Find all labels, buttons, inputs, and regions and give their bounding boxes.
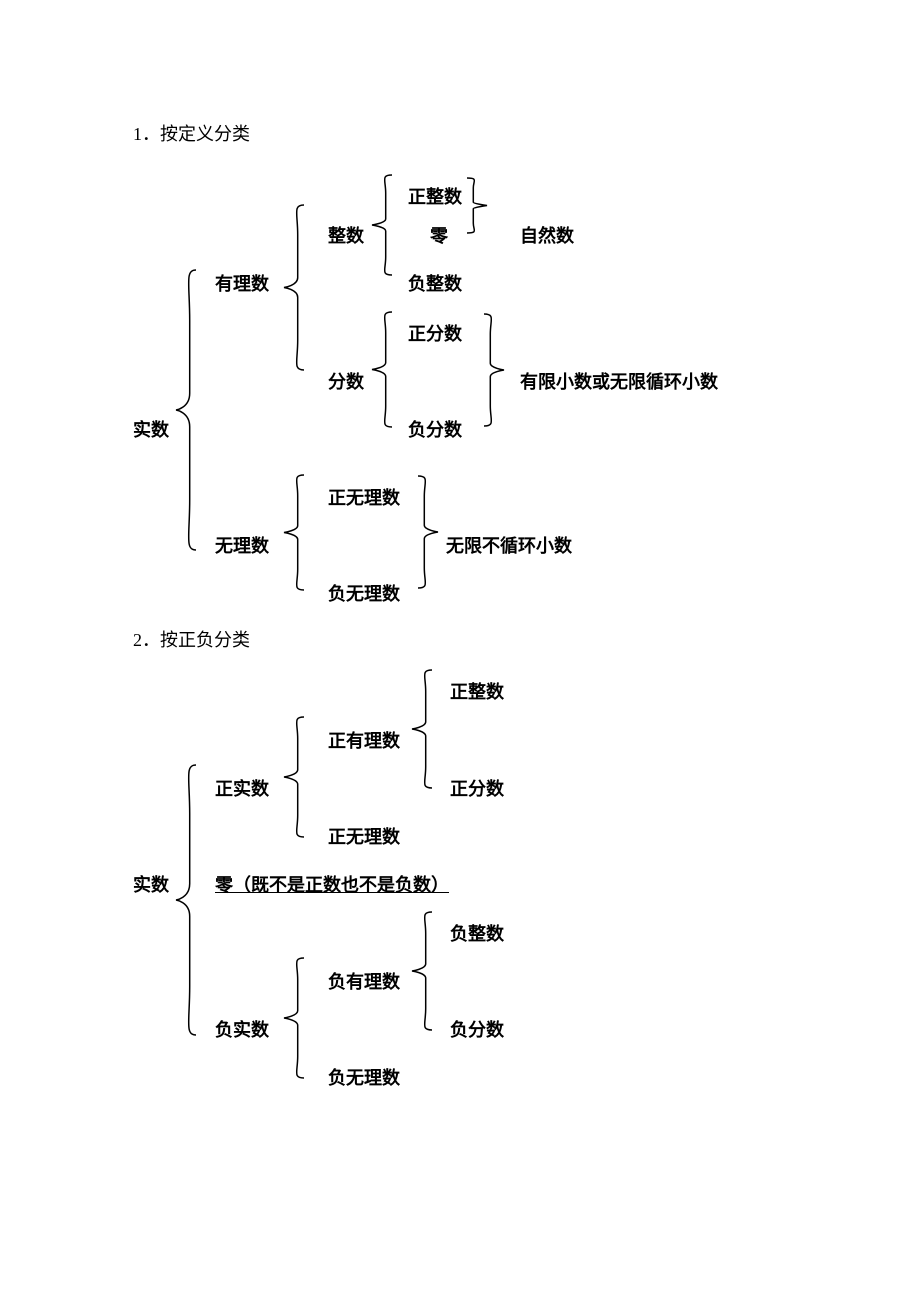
b-t1-fraction — [378, 312, 400, 427]
t2-pos-int: 正整数 — [450, 678, 504, 704]
b-t1-integer — [378, 175, 400, 275]
t1-fraction: 分数 — [328, 368, 364, 394]
t1-integer: 整数 — [328, 222, 364, 248]
t1-irrational: 无理数 — [215, 532, 269, 558]
t2-neg-frac: 负分数 — [450, 1016, 504, 1042]
b-t2-negreal — [290, 958, 312, 1078]
b-t2-root — [182, 765, 204, 1035]
t1-root: 实数 — [133, 416, 169, 442]
t1-natural: 自然数 — [520, 222, 574, 248]
t2-pos-frac: 正分数 — [450, 775, 504, 801]
heading-1: 1．按定义分类 — [133, 120, 250, 146]
t1-nonrep: 无限不循环小数 — [446, 532, 572, 558]
b-t1-root — [182, 270, 204, 550]
t2-neg-int: 负整数 — [450, 920, 504, 946]
t2-pos-rat: 正有理数 — [328, 727, 400, 753]
t1-pos-integer: 正整数 — [408, 183, 462, 209]
t1-neg-irr: 负无理数 — [328, 580, 400, 606]
t1-neg-fraction: 负分数 — [408, 416, 462, 442]
b-t1-rational — [290, 205, 312, 370]
b-t2-posreal — [290, 717, 312, 837]
t2-zero: 零（既不是正数也不是负数） — [215, 871, 449, 897]
t1-pos-fraction: 正分数 — [408, 320, 462, 346]
t2-root: 实数 — [133, 871, 169, 897]
heading-2: 2．按正负分类 — [133, 626, 250, 652]
t1-rational: 有理数 — [215, 270, 269, 296]
t1-pos-irr: 正无理数 — [328, 484, 400, 510]
t2-neg-rat: 负有理数 — [328, 968, 400, 994]
t2-neg-real: 负实数 — [215, 1016, 269, 1042]
t1-zero: 零 — [430, 222, 448, 248]
b-t1-irr-r — [418, 476, 440, 588]
t1-neg-integer: 负整数 — [408, 270, 462, 296]
t1-finite: 有限小数或无限循环小数 — [520, 368, 718, 394]
t2-pos-irr: 正无理数 — [328, 823, 400, 849]
b-t2-negrat — [418, 912, 440, 1030]
b-t1-frac-r — [484, 314, 506, 426]
b-t2-posrat — [418, 670, 440, 788]
b-t1-irr — [290, 475, 312, 590]
b-t1-zero-r — [467, 178, 489, 233]
t2-neg-irr: 负无理数 — [328, 1064, 400, 1090]
t2-pos-real: 正实数 — [215, 775, 269, 801]
